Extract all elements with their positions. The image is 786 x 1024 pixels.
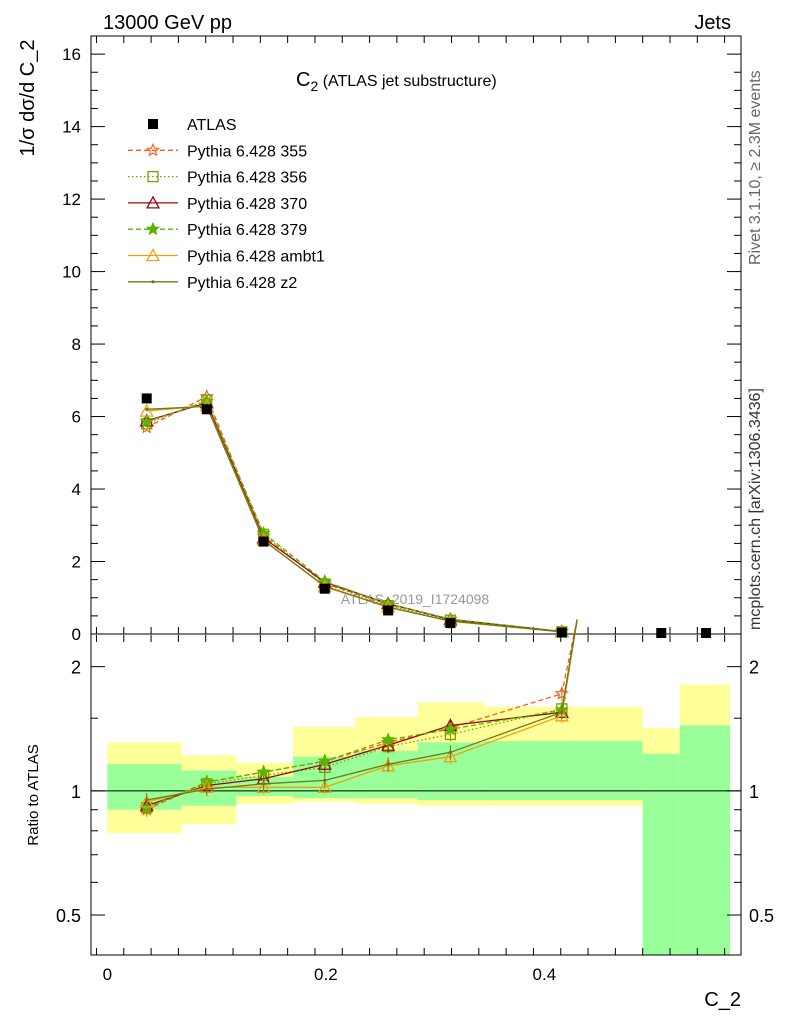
x-axis-label: C_2 (704, 989, 741, 1011)
ratio-series-point (554, 708, 569, 722)
main-y-tick-label: 10 (62, 263, 81, 282)
legend-marker (145, 195, 161, 209)
legend-marker (147, 170, 159, 183)
legend-label: Pythia 6.428 ambt1 (187, 249, 325, 266)
legend-label: ATLAS (187, 117, 237, 134)
legend-label: Pythia 6.428 z2 (187, 275, 297, 292)
ratio-series-line (146, 619, 578, 807)
x-tick-label: 0 (103, 965, 112, 984)
ratio-y-tick-label: 2 (71, 658, 81, 678)
ratio-series-point (317, 779, 332, 793)
ratio-series-point (443, 721, 458, 736)
legend: ATLAS Pythia 6.428 355 Pythia 6.428 356 Pyt… (128, 117, 325, 292)
legend-label: Pythia 6.428 379 (187, 222, 307, 239)
data-point (556, 627, 567, 638)
main-y-tick-label: 0 (72, 625, 81, 644)
legend-label: Pythia 6.428 355 (187, 143, 307, 160)
ratio-series-point (256, 779, 271, 793)
main-y-tick-label: 14 (62, 118, 81, 137)
x-tick-label: 0.4 (533, 965, 557, 984)
ratio-y-tick-label-right: 0.5 (749, 906, 774, 926)
chart-title-subscript: 2 (310, 78, 318, 94)
main-y-tick-label: 6 (72, 408, 81, 427)
ratio-band-inner (483, 741, 643, 801)
rivet-label: Rivet 3.1.10, ≥ 2.3M events (747, 70, 764, 265)
main-y-tick-label: 16 (62, 45, 81, 64)
ratio-series-point (205, 787, 209, 791)
chart-title-rest: (ATLAS jet substructure) (318, 73, 496, 90)
ratio-series-point (145, 798, 149, 802)
ratio-uncertainty-bands (91, 684, 741, 955)
ratio-band-inner (642, 753, 680, 955)
legend-label: Pythia 6.428 370 (187, 196, 307, 213)
legend-label: Pythia 6.428 356 (187, 170, 307, 187)
ratio-y-tick-label: 0.5 (56, 906, 81, 926)
ratio-series-point (386, 762, 390, 766)
chart-title: C2 (ATLAS jet substructure) (296, 69, 497, 94)
main-y-tick-label: 2 (72, 553, 81, 572)
data-point (258, 536, 269, 547)
ratio-series-point (262, 782, 266, 786)
data-point (656, 628, 667, 638)
data-point (701, 628, 712, 638)
ratio-series-point (381, 732, 396, 746)
ratio-band-inner (181, 770, 237, 806)
legend-marker (148, 119, 158, 129)
ratio-series-point (323, 778, 327, 783)
ratio-series-point (560, 710, 564, 714)
data-points-group (141, 393, 712, 638)
legend-marker (145, 142, 161, 157)
mcplots-label: mcplots.cern.ch [arXiv:1306.3436] (747, 388, 764, 630)
main-y-tick-label: 4 (72, 480, 81, 499)
ratio-band-inner (679, 725, 731, 955)
header-left-label: 13000 GeV pp (103, 12, 232, 34)
ratio-series-point (448, 750, 453, 754)
data-point (383, 605, 394, 616)
ratio-y-tick-label-right: 2 (749, 658, 759, 678)
data-point (445, 618, 456, 629)
x-tick-label: 0.2 (314, 965, 338, 984)
main-y-tick-label: 12 (62, 190, 81, 209)
legend-marker (145, 221, 161, 236)
ratio-y-tick-label-right: 1 (749, 782, 759, 802)
ratio-series-group (139, 619, 578, 817)
main-y-axis-label-text: 1/σ dσ/d C_2 (17, 40, 39, 157)
ratio-series-point (256, 764, 271, 779)
legend-marker (151, 280, 155, 284)
ratio-series-line (146, 619, 578, 809)
ratio-series-point (443, 749, 458, 763)
ratio-y-tick-label: 1 (71, 782, 81, 802)
main-y-tick-label: 8 (72, 335, 81, 354)
ratio-y-axis-label: Ratio to ATLAS (25, 744, 42, 845)
main-series-point (139, 403, 154, 417)
main-series-point (145, 407, 149, 411)
ratio-series-point (317, 753, 332, 768)
data-point (141, 393, 152, 404)
header-right-label: Jets (694, 12, 731, 34)
legend-marker (145, 248, 161, 262)
data-point (201, 404, 212, 415)
chart-title-main: C (296, 69, 310, 91)
data-point (319, 583, 330, 594)
main-series-point (139, 414, 154, 428)
ratio-series-line (146, 619, 578, 803)
main-y-axis-label: 1/σ dσ/d C_2 (17, 40, 39, 157)
ratio-plot-frame (90, 633, 742, 956)
ratio-band-inner (355, 750, 418, 799)
ratio-series-line (146, 619, 578, 801)
